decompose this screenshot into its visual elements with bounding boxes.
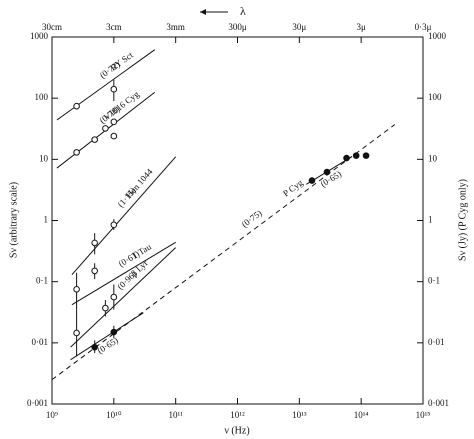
- y2-axis-label: Sν (Jy) (P Cyg only): [457, 179, 468, 261]
- fit-line: [71, 241, 176, 306]
- data-point: [91, 343, 98, 351]
- data-point: [352, 152, 360, 159]
- data-point: [110, 328, 118, 336]
- series-name: Hen 1044: [124, 166, 155, 199]
- data-point: [73, 102, 80, 110]
- y2-tick-label: 0·1: [428, 276, 440, 286]
- x-tick-label: 10¹²: [230, 410, 245, 420]
- x2-tick-label: 0·3μ: [415, 22, 432, 32]
- data-point: [362, 152, 370, 159]
- y2-tick-label: 100: [428, 92, 442, 102]
- y-tick-label: 1: [44, 215, 49, 225]
- series-name: V1016 Cyg: [102, 89, 142, 123]
- x2-tick-label: 3cm: [106, 22, 122, 32]
- fit-line: [56, 49, 156, 121]
- data-point: [73, 286, 80, 293]
- data-point: [110, 132, 118, 140]
- y2-tick-label: 0·01: [428, 337, 445, 347]
- x2-title: λ: [240, 4, 246, 18]
- data-point: [343, 154, 350, 162]
- data-point: [91, 239, 98, 247]
- x2-tick-label: 3mm: [166, 22, 185, 32]
- lambda-arrow-head: [200, 9, 206, 15]
- data-point: [91, 267, 98, 275]
- y2-tick-label: 10: [428, 153, 438, 163]
- y2-tick-label: 1: [428, 215, 433, 225]
- x-tick-label: 10⁹: [46, 410, 58, 420]
- fit-line: [71, 156, 177, 276]
- x-tick-label: 10¹⁴: [354, 410, 369, 420]
- data-point: [323, 168, 331, 176]
- y2-tick-label: 1000: [428, 31, 447, 41]
- x-tick-label: 10¹¹: [168, 410, 183, 420]
- fit-line: [70, 247, 177, 348]
- series-name: RY Sct: [108, 50, 135, 73]
- data-point: [110, 221, 118, 229]
- y2-tick-label: 0·001: [428, 398, 449, 408]
- fit-index-label: (0·65): [319, 169, 343, 189]
- data-point: [102, 304, 109, 312]
- data-point: [110, 118, 118, 126]
- y-tick-label: 10: [39, 153, 49, 163]
- x2-tick-label: 30cm: [42, 22, 62, 32]
- data-point: [91, 136, 98, 143]
- data-point: [110, 85, 118, 93]
- fit-index-label: (0·75): [240, 208, 264, 229]
- series-name: P Cyg: [281, 177, 305, 198]
- fit-line: [70, 312, 144, 361]
- x2-tick-label: 3μ: [357, 22, 367, 32]
- y-tick-label: 1000: [30, 31, 49, 41]
- data-point: [308, 177, 316, 184]
- data-point: [73, 149, 80, 156]
- y-tick-label: 0·1: [36, 276, 48, 286]
- y-tick-label: 100: [35, 92, 49, 102]
- fit-index-label: (0·65): [96, 335, 120, 356]
- data-point: [102, 125, 109, 132]
- x-tick-label: 10¹³: [292, 410, 307, 420]
- x-tick-label: 10¹⁰: [106, 410, 122, 420]
- x-axis-label: ν (Hz): [224, 425, 249, 436]
- y-axis-label: Sν (arbitrary scale): [8, 182, 19, 258]
- data-point: [73, 329, 80, 337]
- x-tick-label: 10¹⁵: [416, 410, 431, 420]
- y-tick-label: 0·01: [32, 337, 49, 347]
- data-point: [110, 293, 118, 301]
- x2-tick-label: 30μ: [292, 22, 306, 32]
- x2-tick-label: 300μ: [228, 22, 247, 32]
- y-tick-label: 0·001: [27, 398, 48, 408]
